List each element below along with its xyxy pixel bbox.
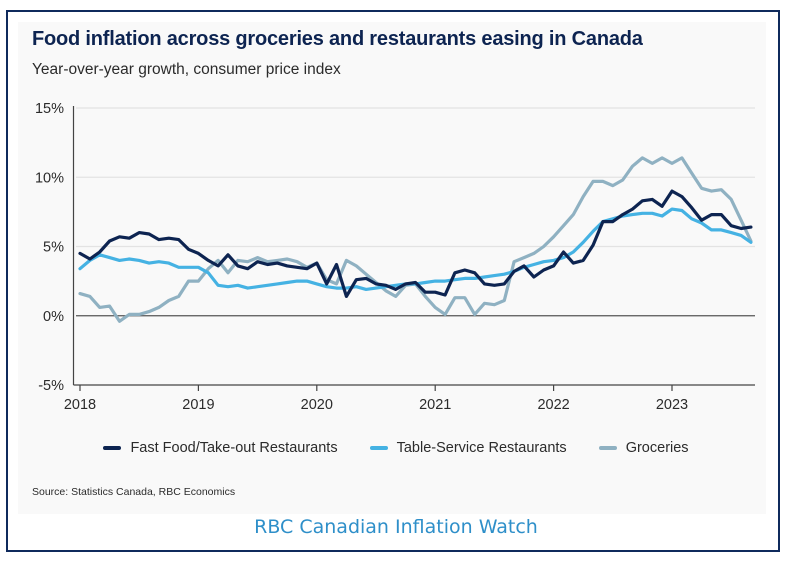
y-axis-tick-labels: 15% 10% 5% 0% -5%	[35, 101, 64, 394]
axes	[72, 106, 755, 386]
x-tick-label: 2022	[537, 397, 569, 413]
legend-swatch-fast-food	[103, 446, 122, 450]
y-tick-label: 10%	[35, 170, 64, 186]
y-tick-label: 0%	[43, 309, 64, 325]
x-tick-label: 2019	[182, 397, 214, 413]
legend: Fast Food/Take-out Restaurants Table-Ser…	[0, 438, 792, 456]
x-axis-ticks: 2018 2019 2020 2021 2022 2023	[64, 385, 688, 413]
legend-label-groceries: Groceries	[625, 440, 689, 456]
y-tick-label: 15%	[35, 101, 64, 117]
gridlines	[76, 107, 755, 248]
y-tick-label: 5%	[43, 240, 64, 256]
chart-subtitle: Year-over-year growth, consumer price in…	[32, 61, 341, 78]
x-tick-label: 2018	[64, 397, 96, 413]
source-note: Source: Statistics Canada, RBC Economics	[32, 486, 236, 498]
legend-item-fast-food: Fast Food/Take-out Restaurants	[103, 440, 338, 456]
chart-panel	[18, 22, 766, 514]
x-tick-label: 2021	[419, 397, 451, 413]
y-tick-label: -5%	[38, 378, 64, 394]
x-tick-label: 2020	[301, 397, 333, 413]
x-tick-label: 2023	[656, 397, 688, 413]
series-lines	[78, 156, 753, 323]
legend-label-table-service: Table-Service Restaurants	[396, 440, 567, 456]
legend-label-fast-food: Fast Food/Take-out Restaurants	[130, 440, 338, 456]
series-line-fast-food-take-out-restaurants	[78, 189, 753, 298]
footer-caption: RBC Canadian Inflation Watch	[254, 516, 538, 538]
legend-swatch-table-service	[369, 446, 388, 450]
chart-title: Food inflation across groceries and rest…	[32, 28, 643, 50]
legend-item-groceries: Groceries	[598, 440, 689, 456]
legend-swatch-groceries	[598, 446, 617, 450]
series-line-table-service-restaurants	[78, 207, 753, 291]
legend-item-table-service: Table-Service Restaurants	[369, 440, 567, 456]
